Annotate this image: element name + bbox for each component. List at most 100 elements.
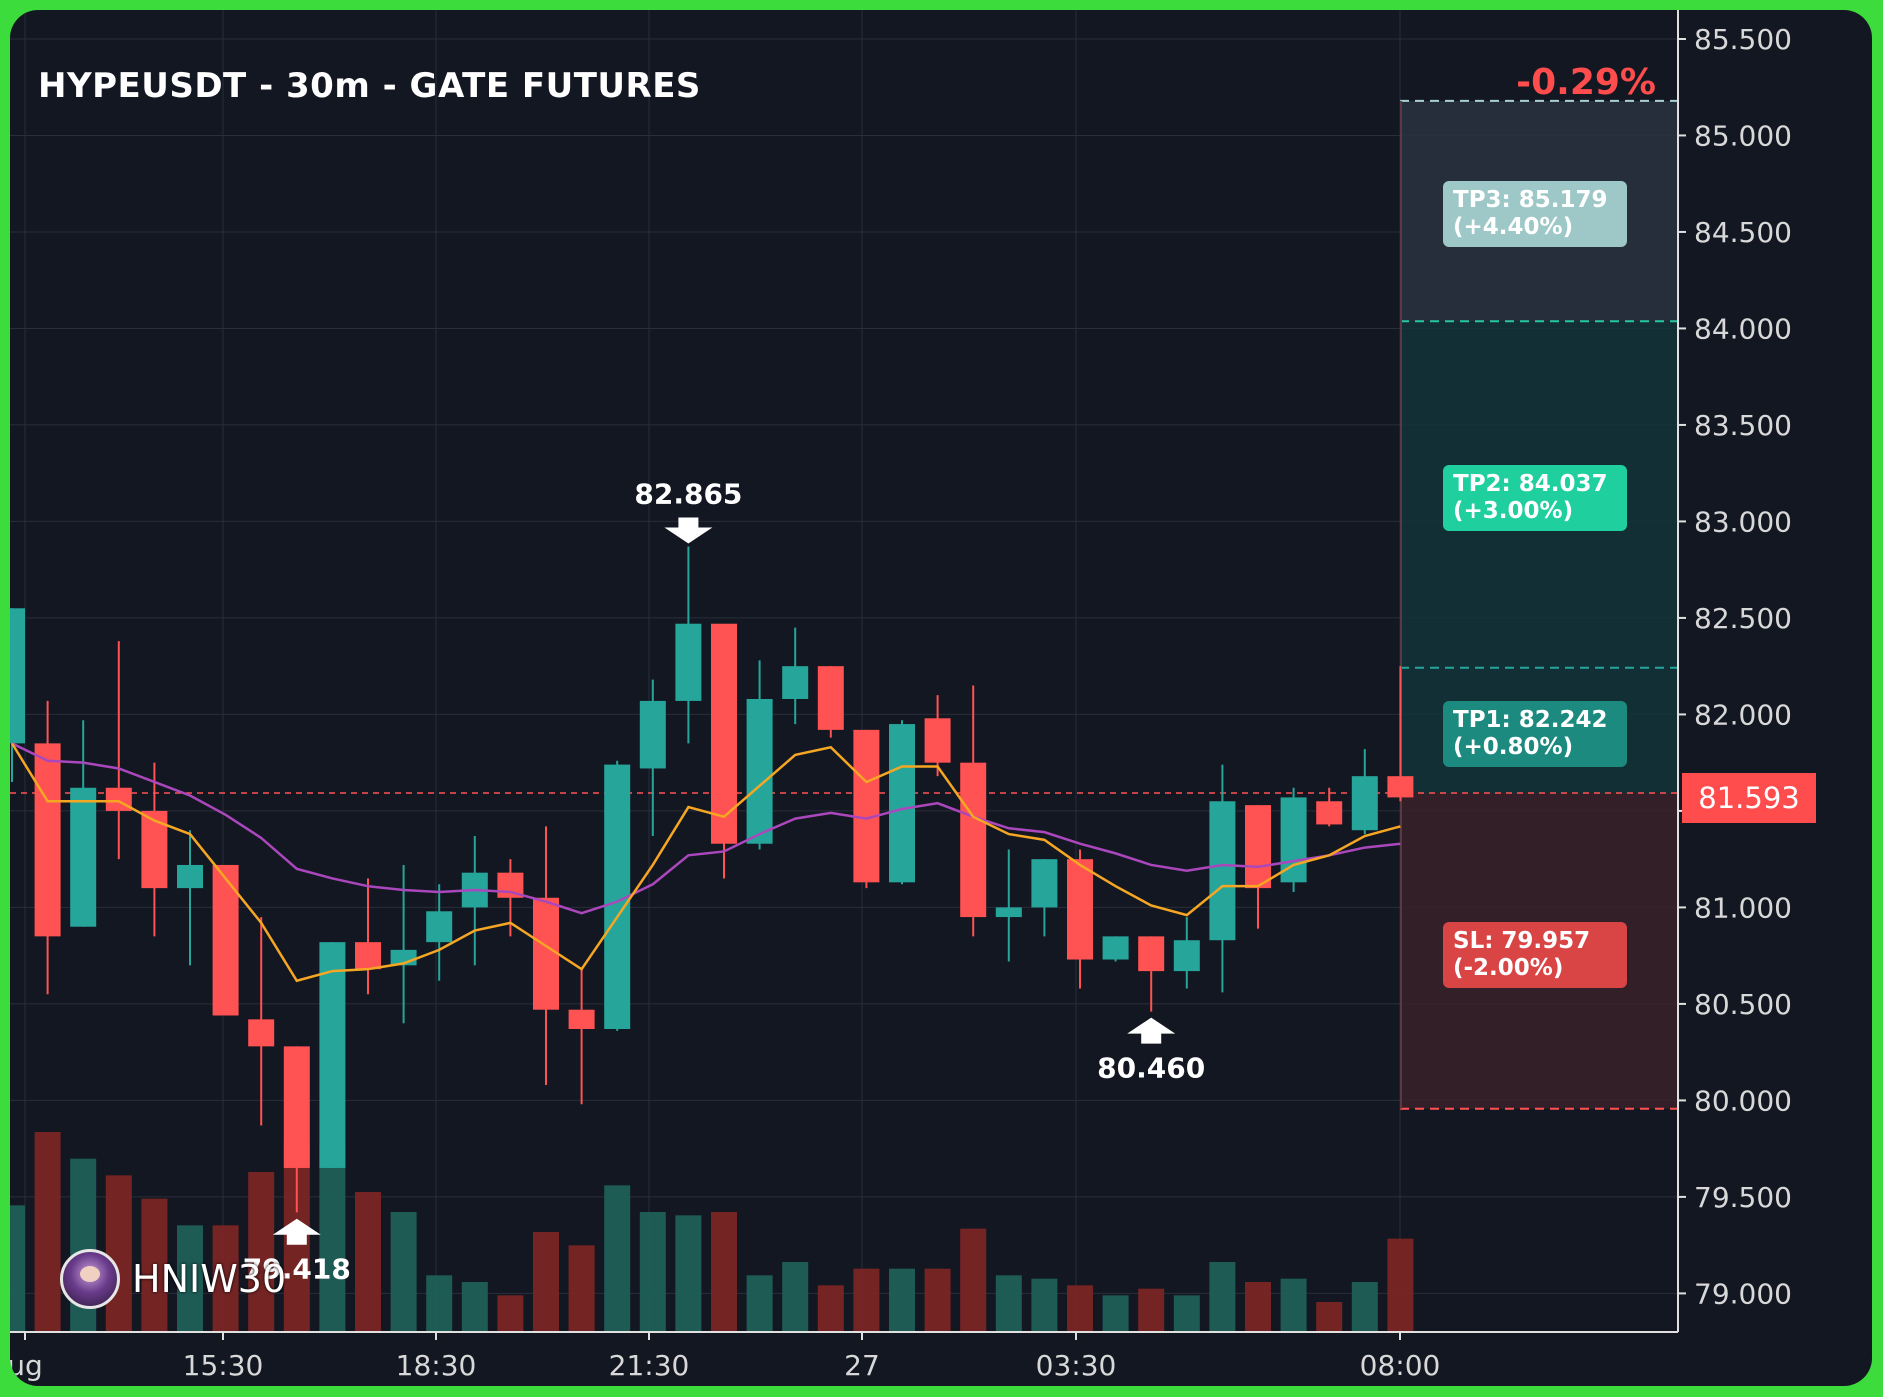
y-tick-label: 83.500 xyxy=(1694,409,1792,442)
candle-body xyxy=(817,666,844,730)
candle-body xyxy=(1387,776,1414,798)
candle-body xyxy=(1351,776,1378,831)
annotation-label: 80.460 xyxy=(1097,1052,1205,1085)
ema-slow-line xyxy=(11,742,1401,915)
tp3-label: TP3: 85.179 (+4.40%) xyxy=(1443,181,1627,247)
volume-bar xyxy=(1067,1285,1093,1332)
volume-bar xyxy=(212,1225,239,1332)
candle-body xyxy=(1209,801,1236,941)
candle-body xyxy=(355,942,381,970)
volume-bar xyxy=(746,1275,773,1332)
volume-bar xyxy=(497,1295,524,1332)
volume-bar xyxy=(889,1268,915,1332)
volume-bar xyxy=(924,1268,951,1332)
candle-body xyxy=(782,666,809,699)
watermark: HNIW30 xyxy=(60,1247,286,1311)
y-tick-label: 82.500 xyxy=(1694,602,1792,635)
candle-body xyxy=(853,729,880,883)
tp3-label-line1: TP3: 85.179 xyxy=(1453,187,1608,213)
volume-bar xyxy=(711,1212,737,1332)
candle-body xyxy=(248,1019,275,1047)
y-tick-label: 85.500 xyxy=(1694,23,1792,56)
sl-label-line2: (-2.00%) xyxy=(1453,955,1564,981)
volume-bar xyxy=(817,1285,844,1332)
arrow-up-icon xyxy=(272,1218,321,1245)
y-tick-label: 83.000 xyxy=(1694,505,1792,538)
volume-bar xyxy=(319,1142,346,1332)
candle-body xyxy=(960,762,987,918)
candle-body xyxy=(10,608,25,744)
volume-bar xyxy=(1138,1288,1165,1332)
annotation-label: 82.865 xyxy=(634,477,742,510)
candle-body xyxy=(426,911,453,943)
y-tick-label: 79.500 xyxy=(1694,1181,1792,1214)
x-tick-label: 08:00 xyxy=(1360,1349,1441,1382)
current-price-tag: 81.593 xyxy=(1682,773,1816,823)
volume-bar xyxy=(1387,1238,1414,1332)
y-tick-label: 82.000 xyxy=(1694,698,1792,731)
candlestick-chart[interactable]: 82.865 79.418 80.460 85.500 85.000 84.500 84.0… xyxy=(10,10,1872,1386)
x-tick-label: 27 xyxy=(844,1349,880,1382)
volume-bar xyxy=(34,1132,61,1332)
y-tick-label: 80.500 xyxy=(1694,988,1792,1021)
volume-bar xyxy=(10,1205,25,1332)
x-tick-label: 03:30 xyxy=(1036,1349,1117,1382)
volume-bar xyxy=(960,1228,987,1332)
tp3-label-line2: (+4.40%) xyxy=(1453,214,1574,240)
volume-bar xyxy=(995,1275,1022,1332)
volume-bar xyxy=(853,1268,880,1332)
volume-bar xyxy=(1102,1295,1129,1332)
candle-body xyxy=(746,698,773,844)
y-tick-labels: 85.500 85.000 84.500 84.000 83.500 83.000 82.5… xyxy=(1678,23,1792,1310)
candle-body xyxy=(70,787,97,927)
price-change: -0.29% xyxy=(1516,62,1656,103)
arrow-down-icon xyxy=(664,517,713,544)
candle-body xyxy=(924,718,951,763)
chart-title: HYPEUSDT - 30m - GATE FUTURES xyxy=(38,66,701,106)
avatar-icon xyxy=(60,1249,120,1309)
x-tick-label: 18:30 xyxy=(396,1349,477,1382)
volume-bar xyxy=(1316,1302,1343,1332)
volume-bar xyxy=(1280,1278,1307,1332)
volume-bar xyxy=(782,1262,809,1332)
candle-body xyxy=(1280,797,1307,883)
candle-body xyxy=(283,1046,310,1168)
extreme-annotation: 80.460 xyxy=(1097,1017,1205,1085)
volume-bar xyxy=(1031,1278,1058,1332)
volume-bar xyxy=(426,1275,453,1332)
candle-body xyxy=(1245,805,1271,889)
candle-body xyxy=(639,700,666,769)
candle-body xyxy=(568,1009,595,1030)
ema-fast-line xyxy=(10,742,1401,983)
extreme-annotation: 79.418 xyxy=(243,1218,351,1286)
x-tick-labels: ug 15:30 18:30 21:30 27 03:30 08:00 xyxy=(10,1332,1440,1382)
candle-body xyxy=(177,864,203,889)
volume-bar xyxy=(105,1175,132,1332)
candles xyxy=(10,546,1414,1213)
candle-body xyxy=(1173,940,1200,972)
volume-bar xyxy=(604,1185,631,1332)
volume-bar xyxy=(1351,1282,1378,1332)
volume-bar xyxy=(639,1212,666,1332)
chart-frame: 82.865 79.418 80.460 85.500 85.000 84.500 84.0… xyxy=(10,10,1872,1386)
tp2-label: TP2: 84.037 (+3.00%) xyxy=(1443,465,1627,531)
tp1-label: TP1: 82.242 (+0.80%) xyxy=(1443,701,1627,767)
y-tick-label: 84.500 xyxy=(1694,216,1792,249)
candle-body xyxy=(1138,936,1165,972)
candle-body xyxy=(1102,936,1129,960)
watermark-name: HNIW30 xyxy=(132,1257,287,1301)
zone-edge xyxy=(1400,100,1402,1109)
tp2-label-line1: TP2: 84.037 xyxy=(1453,471,1608,497)
sl-label: SL: 79.957 (-2.00%) xyxy=(1443,922,1627,988)
candle-body xyxy=(1067,859,1093,960)
candle-body xyxy=(212,864,239,1016)
y-tick-label: 79.000 xyxy=(1694,1277,1792,1310)
volume-bar xyxy=(177,1225,203,1332)
y-tick-label: 80.000 xyxy=(1694,1084,1792,1117)
annotation-label: 79.418 xyxy=(243,1253,351,1286)
volume-bar xyxy=(675,1215,702,1332)
candle-body xyxy=(889,724,915,883)
candle-body xyxy=(34,743,61,937)
tp1-label-line1: TP1: 82.242 xyxy=(1453,707,1608,733)
volume-bar xyxy=(248,1172,275,1332)
